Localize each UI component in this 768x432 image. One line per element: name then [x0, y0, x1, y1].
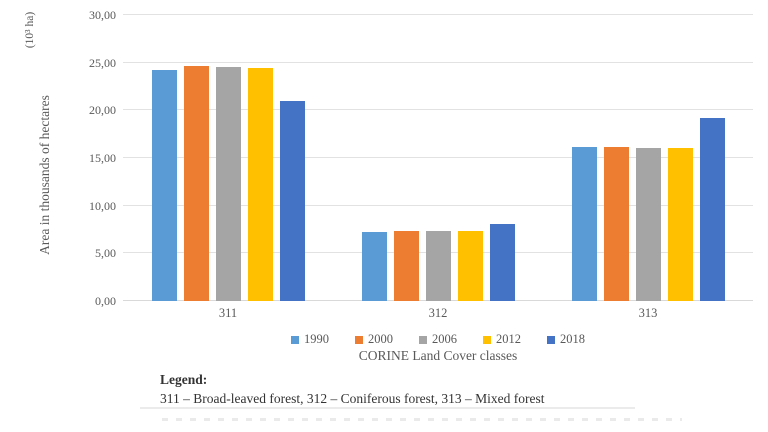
- legend-label: 2012: [496, 332, 521, 346]
- legend-item-2006: 2006: [419, 332, 457, 347]
- bar-311-2018: [279, 100, 305, 301]
- y-tick-label: 0,00: [95, 294, 116, 308]
- caption-legend-label: Legend:: [160, 372, 208, 387]
- bar-313-1990: [571, 146, 597, 301]
- bar-313-2012: [667, 147, 693, 301]
- legend-swatch-icon: [547, 335, 555, 344]
- legend-label: 2006: [432, 332, 457, 346]
- legend-item-2000: 2000: [355, 332, 393, 347]
- x-axis-title: CORINE Land Cover classes: [358, 348, 518, 363]
- bar-312-2000: [393, 231, 419, 301]
- figure-caption: Legend: 311 – Broad-leaved forest, 312 –…: [160, 372, 720, 407]
- legend-swatch-icon: [483, 335, 491, 344]
- bar-312-2018: [489, 223, 515, 301]
- bar-312-2006: [425, 231, 451, 301]
- x-category-label-311: 311: [218, 306, 238, 320]
- y-axis-unit-label: (10³ ha): [24, 11, 36, 49]
- bar-group-313: [543, 15, 753, 301]
- y-axis-title: Area in thousands of hectares: [37, 95, 52, 255]
- x-category-label-313: 313: [638, 306, 658, 320]
- gridline: [123, 204, 753, 206]
- y-tick-label: 20,00: [89, 103, 116, 118]
- bar-311-2000: [183, 66, 209, 301]
- bar-313-2018: [699, 117, 725, 301]
- bar-group-311: [123, 15, 333, 301]
- x-axis-category-labels: 311 312 313: [123, 306, 753, 321]
- bar-311-2006: [215, 67, 241, 301]
- legend-label: 2000: [368, 332, 393, 346]
- bar-groups: [123, 15, 753, 301]
- bar-312-2012: [457, 231, 483, 301]
- y-tick-label: 5,00: [95, 246, 116, 261]
- legend-label: 1990: [304, 332, 329, 346]
- gridline: [123, 14, 753, 15]
- cutoff-text-artifact-line: [140, 407, 635, 409]
- chart-legend: 1990 2000 2006 2012 2018: [123, 332, 753, 347]
- legend-swatch-icon: [355, 335, 363, 344]
- y-tick-label: 25,00: [89, 55, 116, 70]
- bar-312-1990: [361, 232, 387, 301]
- bar-group-312: [333, 15, 543, 301]
- plot-area: [123, 14, 753, 301]
- bar-313-2000: [603, 146, 629, 301]
- legend-item-2012: 2012: [483, 332, 521, 347]
- y-tick-label: 30,00: [89, 8, 116, 22]
- gridline: [123, 157, 753, 158]
- bar-313-2006: [635, 147, 661, 301]
- legend-item-2018: 2018: [547, 332, 585, 347]
- bar-311-1990: [151, 70, 177, 301]
- legend-label: 2018: [560, 332, 585, 346]
- x-category-label-312: 312: [428, 306, 448, 320]
- y-tick-label: 10,00: [89, 198, 116, 213]
- caption-legend-text: 311 – Broad-leaved forest, 312 – Conifer…: [160, 391, 545, 406]
- legend-swatch-icon: [291, 335, 299, 344]
- gridline: [123, 61, 753, 63]
- bar-311-2012: [247, 68, 273, 301]
- y-tick-label: 15,00: [89, 151, 116, 165]
- gridline: [123, 109, 753, 111]
- legend-item-1990: 1990: [291, 332, 329, 347]
- cutoff-text-artifact-dashes: [162, 418, 682, 421]
- legend-swatch-icon: [419, 335, 427, 344]
